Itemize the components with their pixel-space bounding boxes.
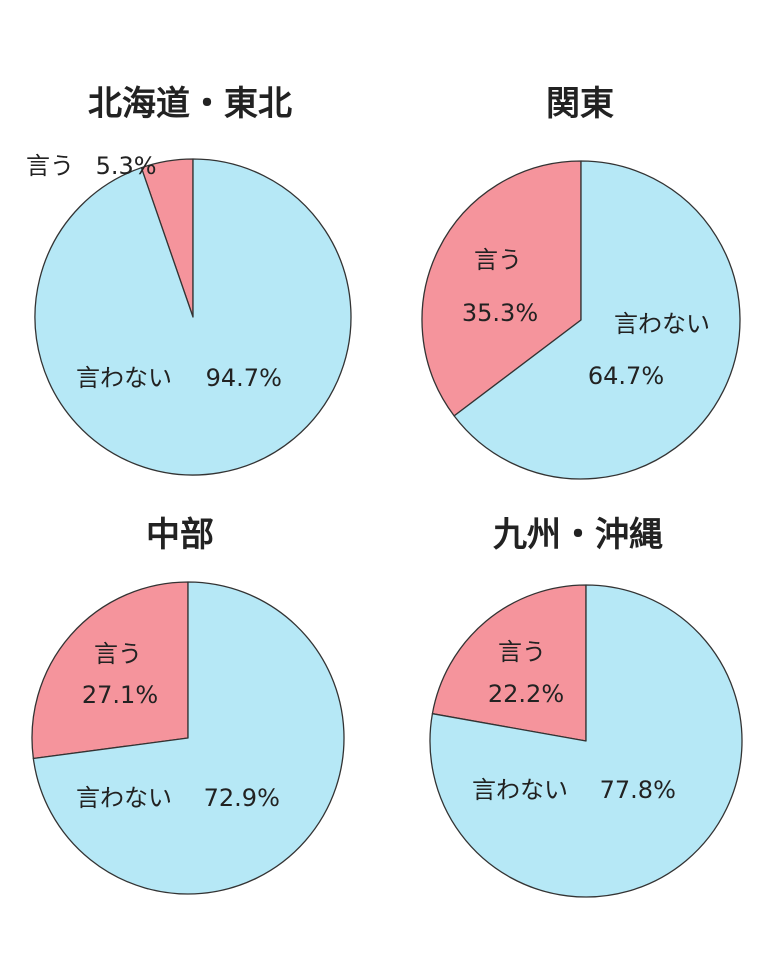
slice-label-iwanai: 言わない 94.7% — [76, 364, 282, 392]
pie-slice-iu — [31, 581, 189, 760]
chart-title: 北海道・東北 — [88, 84, 292, 124]
slice-label-iu: 言う 5.3% — [26, 152, 157, 180]
pie-slice-iu — [431, 584, 587, 742]
chart-title: 中部 — [146, 515, 214, 555]
pie-slice-iwanai — [32, 581, 345, 895]
slice-category: 言わない — [76, 784, 172, 812]
slice-value: 5.3% — [96, 152, 157, 180]
pie-chart-hokkaido-tohoku: 北海道・東北 言う 5.3% 言わない 94.7% — [26, 84, 352, 476]
slice-category: 言わない — [76, 364, 172, 392]
slice-category-iu: 言う — [94, 640, 142, 668]
chart-title: 九州・沖縄 — [493, 515, 663, 555]
slice-label-iwanai: 言わない 77.8% — [472, 776, 676, 804]
slice-value-iu: 35.3% — [462, 299, 538, 327]
chart-title: 関東 — [546, 84, 614, 124]
slice-value-iwanai: 64.7% — [588, 362, 664, 390]
slice-value: 72.9% — [204, 784, 280, 812]
slice-category: 言う — [26, 152, 74, 180]
slice-category-iu: 言う — [474, 246, 522, 274]
pie-slice-iwanai — [453, 160, 741, 480]
slice-category-iwanai: 言わない — [614, 310, 710, 338]
pie-slice-iu — [421, 160, 582, 417]
slice-label-iwanai: 言わない 72.9% — [76, 784, 280, 812]
slice-value: 94.7% — [206, 364, 282, 392]
pie-slice-iwanai — [429, 584, 743, 898]
pie-slice-iwanai — [34, 158, 352, 476]
slice-value-iu: 27.1% — [82, 681, 158, 709]
slice-category: 言わない — [472, 776, 568, 804]
slice-value-iu: 22.2% — [488, 680, 564, 708]
slice-value: 77.8% — [600, 776, 676, 804]
slice-category-iu: 言う — [498, 638, 546, 666]
